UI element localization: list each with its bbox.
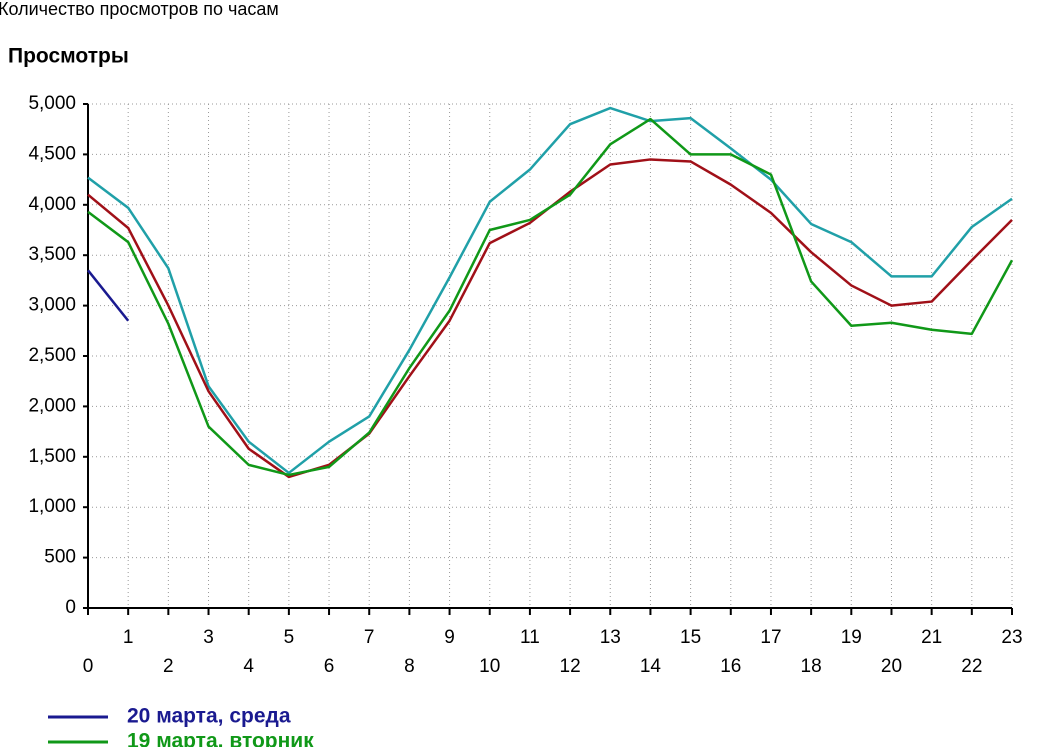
x-tick-label: 1 bbox=[123, 627, 134, 648]
series-line bbox=[87, 106, 1013, 475]
x-tick-label: 11 bbox=[520, 627, 540, 648]
x-tick-label: 6 bbox=[324, 656, 335, 677]
y-tick-label: 500 bbox=[44, 547, 76, 568]
x-tick-label: 12 bbox=[560, 656, 581, 677]
y-tick-label: 0 bbox=[65, 597, 76, 618]
x-tick-label: 14 bbox=[640, 656, 662, 677]
y-tick-label: 3,500 bbox=[28, 244, 76, 265]
x-tick-label: 3 bbox=[203, 627, 214, 648]
x-tick-label: 15 bbox=[680, 627, 701, 648]
y-tick-label: 2,000 bbox=[28, 395, 76, 416]
y-tick-label: 4,000 bbox=[28, 194, 76, 215]
x-tick-label: 7 bbox=[364, 627, 375, 648]
x-tick-label: 0 bbox=[83, 656, 94, 677]
x-tick-label: 17 bbox=[760, 627, 781, 648]
legend-label: 20 марта, среда bbox=[127, 705, 291, 728]
y-tick-label: 4,500 bbox=[28, 143, 76, 164]
x-tick-label: 23 bbox=[1001, 627, 1022, 648]
y-tick-label: 2,500 bbox=[28, 345, 76, 366]
x-tick-label: 19 bbox=[841, 627, 862, 648]
series-line bbox=[87, 269, 130, 322]
x-tick-label: 21 bbox=[921, 627, 942, 648]
y-tick-label: 1,500 bbox=[28, 446, 76, 467]
x-tick-label: 9 bbox=[444, 627, 455, 648]
chart-subtitle: Просмотры bbox=[8, 45, 129, 68]
x-tick-label: 13 bbox=[600, 627, 621, 648]
x-tick-label: 18 bbox=[801, 656, 822, 677]
y-tick-label: 3,000 bbox=[28, 295, 76, 316]
y-tick-label: 1,000 bbox=[28, 496, 76, 517]
y-tick-label: 5,000 bbox=[28, 93, 76, 114]
series-line bbox=[87, 117, 1014, 477]
legend-label: 19 марта, вторник bbox=[127, 730, 314, 747]
x-tick-label: 10 bbox=[479, 656, 500, 677]
x-tick-label: 4 bbox=[243, 656, 254, 677]
chart-title: Количество просмотров по часам bbox=[0, 0, 279, 19]
x-tick-label: 20 bbox=[881, 656, 902, 677]
x-tick-label: 16 bbox=[720, 656, 741, 677]
x-tick-label: 8 bbox=[404, 656, 415, 677]
x-tick-label: 5 bbox=[284, 627, 295, 648]
x-tick-label: 2 bbox=[163, 656, 174, 677]
x-tick-label: 22 bbox=[961, 656, 982, 677]
